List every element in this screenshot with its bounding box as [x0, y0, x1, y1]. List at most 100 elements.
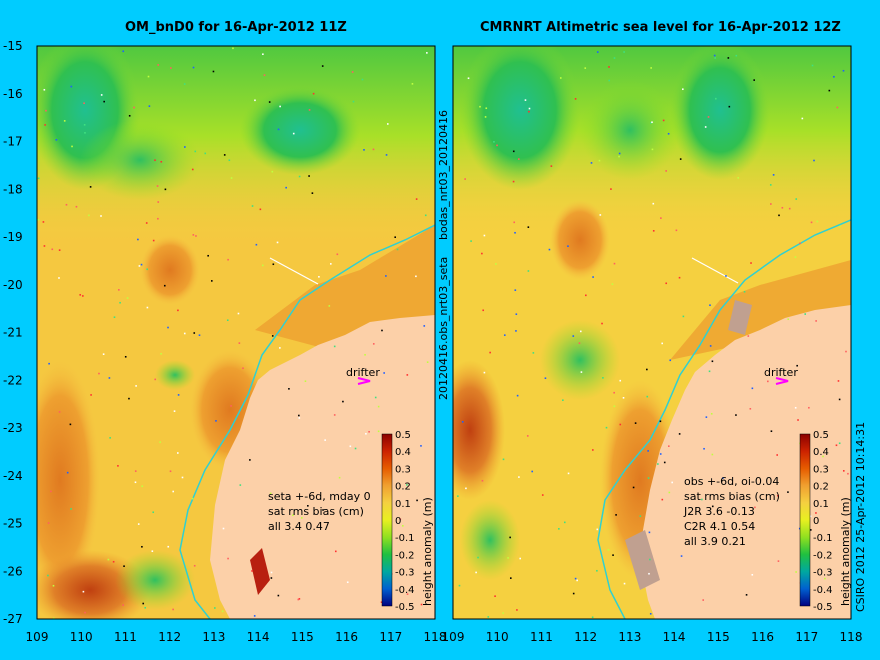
colorbar-tick-label: -0.2 [813, 550, 833, 561]
obs-dot [90, 394, 92, 396]
obs-dot [193, 332, 196, 334]
obs-dot [651, 121, 653, 124]
lat-tick-label: -22 [3, 373, 23, 387]
obs-dot [516, 394, 519, 397]
obs-dot [668, 491, 671, 494]
obs-dot [336, 253, 339, 256]
obs-dot [88, 214, 90, 217]
lat-tick-label: -27 [3, 612, 23, 626]
lon-tick-label: 109 [26, 630, 49, 644]
obs-dot [671, 481, 673, 484]
obs-dot [134, 481, 137, 484]
obs-dot [102, 353, 105, 355]
obs-dot [751, 573, 754, 576]
lon-tick-label: 112 [158, 630, 181, 644]
obs-dot [646, 368, 648, 371]
obs-dot [364, 353, 366, 356]
obs-dot [423, 325, 426, 327]
right-stats: obs +-6d, oi-0.04 sat rms bias (cm) J2R … [683, 475, 780, 548]
obs-dot [572, 335, 575, 337]
obs-dot [515, 313, 518, 316]
obs-dot [298, 414, 300, 417]
obs-dot [140, 263, 143, 266]
obs-dot [406, 484, 408, 486]
left-lat-ticks: -15 -16 -17 -18 -19 -20 -21 -22 -23 -24 -25 -26 -27 [3, 39, 23, 626]
lat-tick-label: -24 [3, 469, 23, 483]
obs-dot [576, 579, 578, 582]
obs-dot [107, 558, 110, 561]
obs-dot [705, 416, 708, 418]
obs-dot [828, 89, 831, 92]
left-colorbar: 0.5 0.4 0.3 0.2 0.1 0 -0.1 -0.2 -0.3 -0.4 -0.5 [381, 430, 415, 613]
obs-dot [351, 71, 354, 73]
obs-dot [845, 350, 847, 353]
obs-dot [270, 577, 273, 579]
obs-dot [138, 265, 141, 267]
left-stats: seta +-6d, mday 0 sat rms bias (cm) all … [268, 490, 371, 533]
obs-dot [50, 490, 52, 493]
obs-dot [847, 472, 849, 475]
svg-text:obs +-6d, oi-0.04: obs +-6d, oi-0.04 [684, 475, 779, 488]
obs-dot [172, 490, 175, 493]
obs-dot [65, 203, 68, 206]
obs-dot [292, 132, 295, 135]
obs-dot [611, 283, 614, 285]
obs-dot [82, 295, 84, 297]
obs-dot [122, 604, 124, 606]
obs-dot [221, 610, 224, 613]
obs-dot [324, 439, 326, 441]
obs-dot [682, 315, 685, 318]
obs-dot [123, 565, 125, 567]
obs-dot [113, 316, 116, 319]
obs-dot [836, 106, 839, 109]
obs-dot [69, 423, 72, 426]
obs-dot [675, 229, 678, 232]
obs-dot [657, 463, 659, 465]
obs-dot [465, 487, 467, 490]
obs-dot [652, 202, 655, 205]
obs-dot [223, 154, 226, 156]
obs-dot [777, 494, 779, 497]
obs-dot [639, 515, 642, 517]
obs-dot [767, 380, 769, 383]
obs-dot [261, 264, 264, 267]
obs-dot [98, 372, 100, 375]
obs-dot [173, 410, 176, 412]
obs-dot [52, 584, 55, 587]
obs-dot [338, 476, 341, 479]
obs-dot [608, 66, 610, 68]
obs-dot [148, 105, 151, 107]
obs-dot [810, 221, 813, 224]
obs-dot [647, 477, 650, 479]
obs-dot [481, 479, 484, 482]
obs-dot [578, 342, 581, 344]
obs-dot [598, 159, 601, 162]
obs-dot [467, 77, 470, 80]
obs-dot [651, 148, 654, 151]
obs-dot [401, 524, 404, 527]
obs-dot [70, 508, 72, 510]
obs-dot [678, 433, 681, 435]
obs-dot [457, 495, 459, 497]
colorbar-tick-label: 0.2 [813, 482, 829, 493]
obs-dot [749, 407, 752, 410]
svg-text:C2R 4.1 0.54: C2R 4.1 0.54 [684, 520, 755, 533]
obs-dot [708, 370, 711, 373]
obs-dot [484, 116, 487, 118]
obs-dot [45, 109, 47, 112]
left-panel-title: OM_bnD0 for 16-Apr-2012 11Z [125, 20, 347, 35]
obs-dot [117, 465, 119, 467]
obs-dot [89, 186, 92, 188]
obs-dot [342, 400, 344, 403]
obs-dot [769, 184, 772, 186]
obs-dot [122, 50, 125, 53]
obs-dot [226, 319, 229, 322]
obs-dot [380, 601, 383, 603]
obs-dot [479, 105, 481, 108]
obs-dot [605, 426, 608, 429]
obs-dot [66, 471, 69, 474]
obs-dot [572, 592, 575, 595]
obs-dot [751, 387, 754, 390]
obs-dot [42, 221, 45, 223]
obs-dot [195, 235, 197, 237]
